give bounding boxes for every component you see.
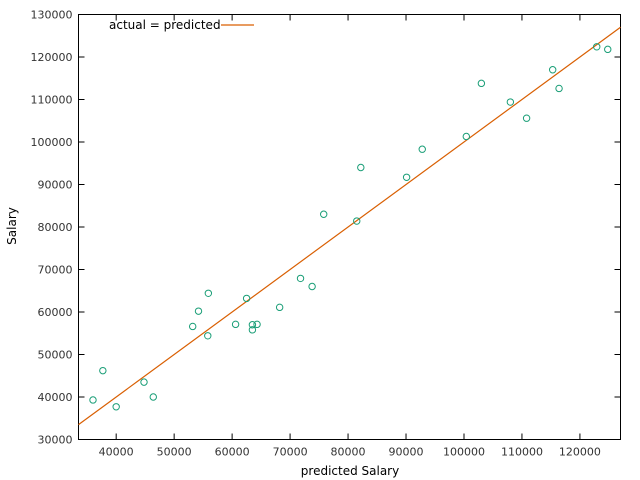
series-layer	[78, 26, 621, 426]
x-tick-label: 100000	[443, 446, 485, 459]
data-point	[248, 326, 257, 334]
data-point	[89, 396, 97, 404]
legend: actual = predicted	[109, 18, 254, 32]
data-point	[402, 173, 411, 181]
data-point	[308, 282, 316, 291]
legend-label: actual = predicted	[109, 18, 221, 32]
data-point	[204, 289, 213, 297]
data-point	[194, 307, 203, 315]
data-point	[593, 43, 601, 51]
y-tick-label: 90000	[38, 179, 73, 192]
x-axis-ticks: 40000 50000 60000 70000 80000 90000 100000 1100…	[99, 14, 601, 459]
x-tick-label: 120000	[559, 446, 601, 459]
data-point	[477, 79, 486, 88]
x-tick-label: 40000	[99, 446, 134, 459]
y-tick-label: 80000	[38, 221, 73, 234]
data-point	[604, 45, 612, 54]
data-point	[418, 145, 426, 153]
data-point	[253, 320, 261, 329]
x-tick-label: 70000	[273, 446, 308, 459]
y-tick-label: 130000	[31, 9, 73, 22]
data-point	[248, 321, 257, 329]
identity-line	[78, 26, 621, 426]
y-tick-label: 60000	[38, 306, 73, 319]
data-point	[320, 210, 328, 218]
data-point	[522, 114, 531, 122]
y-axis-label: Salary	[5, 207, 19, 245]
data-point	[188, 322, 197, 331]
data-point	[99, 366, 107, 375]
x-tick-label: 50000	[157, 446, 192, 459]
data-point	[548, 66, 557, 74]
x-tick-label: 80000	[331, 446, 366, 459]
data-point	[296, 274, 305, 283]
data-point	[555, 84, 563, 93]
x-tick-label: 90000	[389, 446, 424, 459]
data-point	[353, 217, 361, 225]
data-point	[112, 403, 120, 411]
data-point	[204, 332, 212, 340]
y-tick-label: 110000	[31, 94, 73, 107]
y-tick-label: 70000	[38, 264, 73, 277]
data-point	[242, 294, 251, 303]
data-point	[462, 132, 471, 141]
x-axis-label: predicted Salary	[301, 464, 399, 478]
data-point	[357, 163, 365, 172]
y-tick-label: 50000	[38, 349, 73, 362]
data-point	[275, 303, 284, 312]
data-point	[506, 98, 515, 106]
y-tick-label: 40000	[38, 391, 73, 404]
x-tick-label: 60000	[215, 446, 250, 459]
data-point	[231, 320, 240, 329]
y-tick-label: 30000	[38, 434, 73, 447]
x-tick-label: 110000	[501, 446, 543, 459]
data-point	[140, 378, 148, 386]
plot-frame	[78, 14, 621, 440]
data-point	[149, 393, 157, 401]
y-axis-ticks: 30000 40000 50000 60000 70000 80000 90000 10000…	[31, 9, 621, 447]
y-tick-label: 120000	[31, 51, 73, 64]
y-tick-label: 100000	[31, 136, 73, 149]
